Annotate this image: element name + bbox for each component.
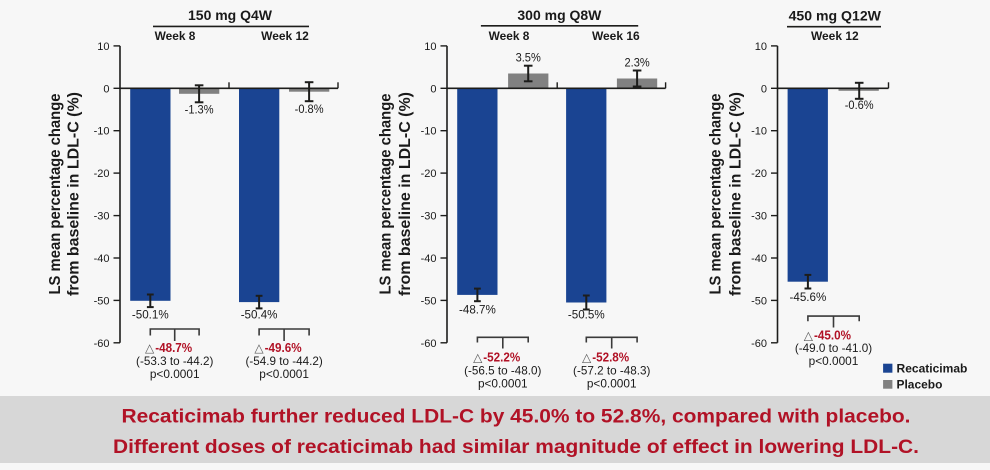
svg-text:-20: -20: [751, 168, 767, 180]
svg-text:from baseline in LDL-C (%): from baseline in LDL-C (%): [66, 92, 83, 296]
svg-text:Different doses of recaticimab: Different doses of recaticimab had simil…: [113, 436, 919, 458]
svg-text:-48.7%: -48.7%: [459, 303, 496, 317]
svg-text:10: 10: [97, 41, 109, 53]
svg-text:-60: -60: [94, 338, 110, 350]
svg-text:10: 10: [424, 41, 436, 53]
svg-text:Week 12: Week 12: [811, 29, 859, 43]
svg-text:2.3%: 2.3%: [625, 55, 650, 69]
svg-text:Week 8: Week 8: [489, 29, 530, 43]
svg-text:-0.6%: -0.6%: [845, 98, 874, 112]
svg-text:(-54.9 to -44.2): (-54.9 to -44.2): [245, 354, 322, 368]
svg-text:-10: -10: [421, 126, 437, 138]
svg-text:LS mean percentage change: LS mean percentage change: [378, 93, 395, 294]
svg-text:Week 16: Week 16: [592, 29, 640, 43]
svg-text:-60: -60: [751, 338, 767, 350]
svg-text:Recaticimab further reduced LD: Recaticimab further reduced LDL-C by 45.…: [122, 406, 911, 428]
svg-text:△: △: [804, 328, 814, 342]
svg-text:-0.8%: -0.8%: [295, 102, 324, 116]
svg-text:Week 8: Week 8: [155, 29, 196, 43]
svg-text:-49.6%: -49.6%: [265, 341, 302, 355]
svg-text:△: △: [254, 341, 264, 355]
svg-text:(-53.3 to -44.2): (-53.3 to -44.2): [136, 354, 213, 368]
svg-text:-50.1%: -50.1%: [132, 308, 169, 322]
svg-text:-45.6%: -45.6%: [790, 290, 827, 304]
svg-text:from baseline in LDL-C (%): from baseline in LDL-C (%): [728, 92, 745, 296]
svg-text:0: 0: [430, 83, 436, 95]
svg-text:-50: -50: [751, 295, 767, 307]
svg-text:-10: -10: [751, 126, 767, 138]
svg-text:-52.8%: -52.8%: [592, 351, 629, 365]
svg-text:p<0.0001: p<0.0001: [809, 354, 859, 368]
svg-text:-1.3%: -1.3%: [185, 103, 214, 117]
svg-text:LS mean percentage change: LS mean percentage change: [708, 93, 725, 294]
svg-text:-10: -10: [94, 126, 110, 138]
svg-text:Recaticimab: Recaticimab: [897, 361, 968, 375]
svg-text:-30: -30: [421, 211, 437, 223]
svg-text:(-49.0 to -41.0): (-49.0 to -41.0): [795, 341, 872, 355]
svg-text:LS mean percentage change: LS mean percentage change: [47, 93, 64, 294]
svg-text:from baseline in LDL-C (%): from baseline in LDL-C (%): [397, 92, 414, 296]
svg-text:150 mg Q4W: 150 mg Q4W: [188, 8, 272, 23]
svg-text:△: △: [582, 351, 592, 365]
svg-text:-50.5%: -50.5%: [568, 307, 605, 321]
svg-text:-20: -20: [421, 168, 437, 180]
svg-text:(-57.2 to -48.3): (-57.2 to -48.3): [573, 364, 650, 378]
svg-text:Week 12: Week 12: [261, 29, 309, 43]
svg-text:-52.2%: -52.2%: [483, 351, 520, 365]
svg-text:p<0.0001: p<0.0001: [478, 376, 528, 390]
svg-text:(-56.5 to -48.0): (-56.5 to -48.0): [464, 364, 541, 378]
svg-text:-50.4%: -50.4%: [241, 308, 278, 322]
svg-text:-48.7%: -48.7%: [155, 341, 192, 355]
svg-text:Placebo: Placebo: [897, 378, 943, 392]
svg-text:-45.0%: -45.0%: [814, 328, 851, 342]
svg-text:450 mg Q12W: 450 mg Q12W: [789, 8, 882, 23]
svg-text:p<0.0001: p<0.0001: [259, 367, 309, 381]
svg-text:-40: -40: [94, 253, 110, 265]
svg-text:p<0.0001: p<0.0001: [587, 376, 637, 390]
svg-text:3.5%: 3.5%: [516, 50, 541, 64]
svg-text:-40: -40: [421, 253, 437, 265]
svg-text:300 mg Q8W: 300 mg Q8W: [517, 8, 601, 23]
svg-text:0: 0: [761, 83, 767, 95]
svg-text:△: △: [473, 351, 483, 365]
svg-text:-30: -30: [751, 211, 767, 223]
svg-text:-30: -30: [94, 211, 110, 223]
svg-text:-50: -50: [94, 295, 110, 307]
svg-text:-20: -20: [94, 168, 110, 180]
svg-text:p<0.0001: p<0.0001: [150, 367, 200, 381]
svg-text:-60: -60: [421, 338, 437, 350]
svg-text:10: 10: [755, 41, 767, 53]
svg-text:-50: -50: [421, 295, 437, 307]
svg-text:-40: -40: [751, 253, 767, 265]
svg-text:△: △: [145, 341, 155, 355]
svg-text:0: 0: [103, 83, 109, 95]
